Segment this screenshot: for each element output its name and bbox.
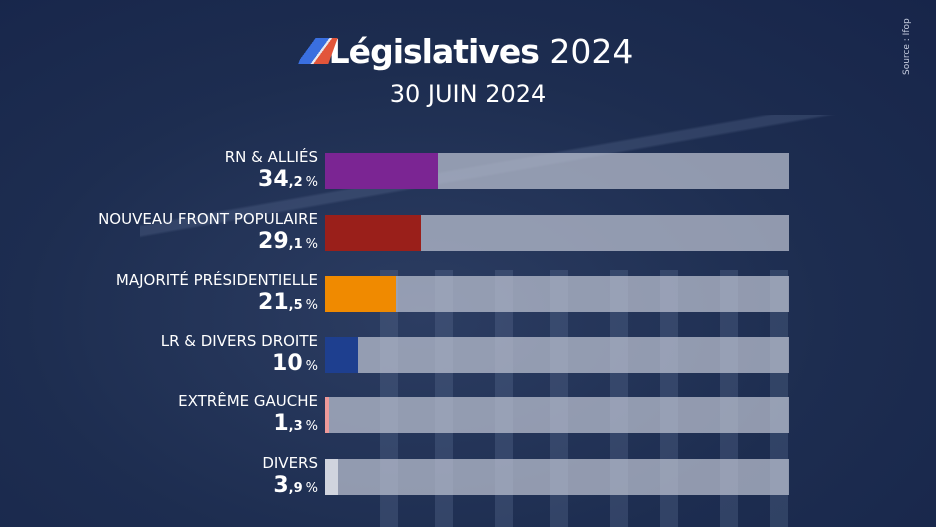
value-part: % bbox=[305, 359, 318, 374]
value-part: 1 bbox=[273, 411, 289, 436]
bar-row: NOUVEAU FRONT POPULAIRE 29,1% bbox=[0, 210, 936, 255]
value-part: % bbox=[305, 175, 318, 190]
bar bbox=[325, 276, 397, 312]
value-label: 10% bbox=[272, 351, 318, 376]
bar-track bbox=[325, 276, 789, 312]
value-part: ,3 bbox=[288, 419, 303, 434]
title-text: Législatives bbox=[328, 32, 540, 71]
bar bbox=[325, 397, 330, 433]
value-label: 34,2% bbox=[258, 167, 318, 192]
value-part: % bbox=[305, 298, 318, 313]
bar-track bbox=[325, 153, 789, 189]
bar bbox=[325, 153, 439, 189]
value-part: 21 bbox=[258, 290, 289, 315]
value-part: % bbox=[305, 481, 318, 496]
value-part: ,1 bbox=[288, 237, 303, 252]
bar-track bbox=[325, 337, 789, 373]
bar-track bbox=[325, 397, 789, 433]
category-label: EXTRÊME GAUCHE bbox=[178, 392, 318, 410]
value-part: 3 bbox=[273, 473, 289, 498]
category-label: LR & DIVERS DROITE bbox=[160, 332, 318, 350]
value-part: 29 bbox=[258, 229, 289, 254]
bar bbox=[325, 337, 359, 373]
bar-row: EXTRÊME GAUCHE 1,3% bbox=[0, 392, 936, 437]
bar-row: LR & DIVERS DROITE 10% bbox=[0, 332, 936, 377]
bar bbox=[325, 459, 338, 495]
value-part: % bbox=[305, 237, 318, 252]
value-part: ,2 bbox=[288, 175, 303, 190]
value-label: 21,5% bbox=[258, 290, 318, 315]
date-subtitle: 30 JUIN 2024 bbox=[389, 80, 547, 108]
category-label: RN & ALLIÉS bbox=[224, 148, 318, 166]
value-part: 34 bbox=[258, 167, 289, 192]
bar-row: RN & ALLIÉS 34,2% bbox=[0, 148, 936, 193]
bar-track bbox=[325, 215, 789, 251]
bar-row: MAJORITÉ PRÉSIDENTIELLE 21,5% bbox=[0, 271, 936, 316]
bar-track bbox=[325, 459, 789, 495]
source-credit: Source : Ifop bbox=[902, 18, 912, 75]
value-label: 3,9% bbox=[273, 473, 318, 498]
value-part: ,5 bbox=[288, 298, 303, 313]
category-label: DIVERS bbox=[262, 454, 318, 472]
value-label: 1,3% bbox=[273, 411, 318, 436]
value-part: % bbox=[305, 419, 318, 434]
category-label: NOUVEAU FRONT POPULAIRE bbox=[98, 210, 318, 228]
value-part: ,9 bbox=[288, 481, 303, 496]
bar-row: DIVERS 3,9% bbox=[0, 454, 936, 499]
value-label: 29,1% bbox=[258, 229, 318, 254]
bar bbox=[325, 215, 422, 251]
page-title: Législatives 2024 bbox=[0, 30, 936, 74]
title-year: 2024 bbox=[549, 32, 634, 71]
category-label: MAJORITÉ PRÉSIDENTIELLE bbox=[115, 271, 318, 289]
value-part: 10 bbox=[272, 351, 303, 376]
